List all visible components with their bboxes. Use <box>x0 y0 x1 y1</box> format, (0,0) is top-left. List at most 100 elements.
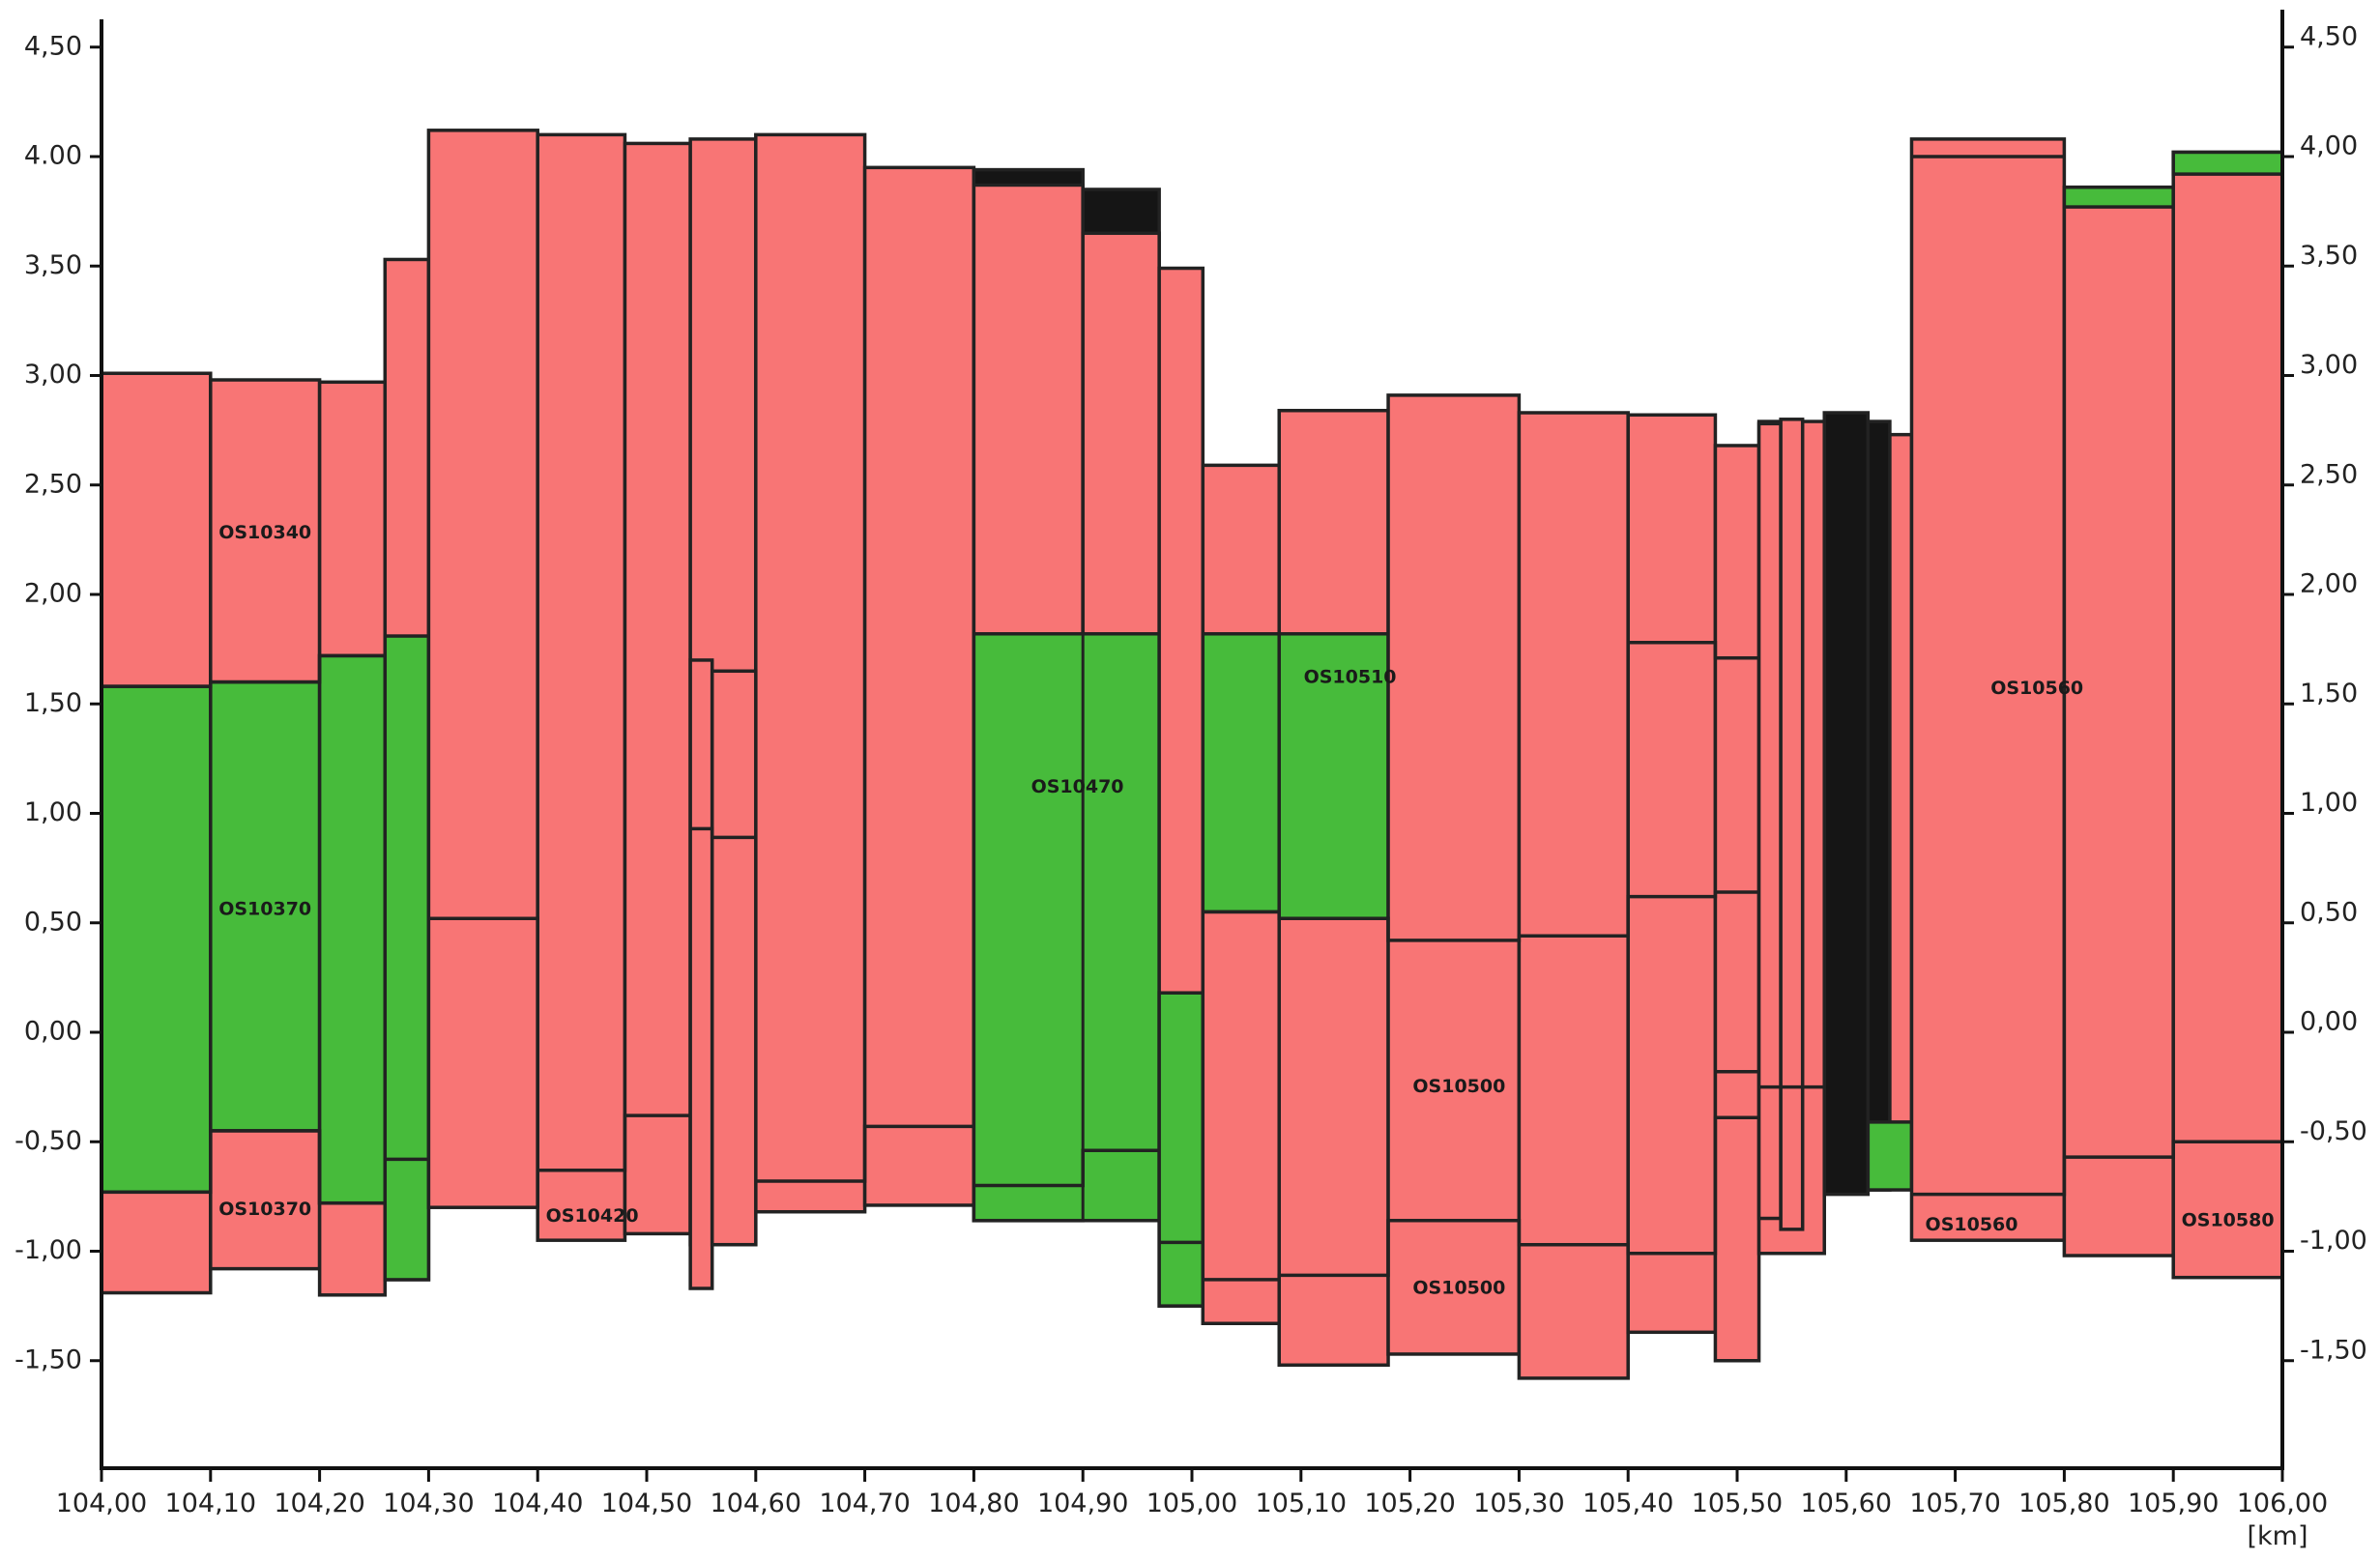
section-bar-10 <box>536 132 627 1242</box>
layer-boundary-12 <box>1203 1115 1759 1282</box>
section-bar-8 <box>383 634 431 1282</box>
segment-label-7: OS10500 <box>1412 1076 1505 1097</box>
x-tick-label-3: 104,20 <box>274 1489 364 1518</box>
section-bar-31 <box>1822 411 1871 1197</box>
y-tick-label-left-12: -1,00 <box>15 1235 82 1265</box>
segment-label-3: OS10370 <box>218 1199 311 1220</box>
outline-layer <box>102 138 2282 1378</box>
x-tick-label-10: 104,90 <box>1037 1489 1128 1518</box>
segment-label-layer: OS10340 OS10370 OS10370 OS10420 OS10470 OS105… <box>218 522 2274 1298</box>
section-bar-37 <box>2062 185 2175 209</box>
section-bar-27 <box>1517 411 1630 1380</box>
y-tick-label-left-6: 2,00 <box>24 579 82 609</box>
segment-layer <box>100 129 2284 1380</box>
y-tick-label-right-2: 4,00 <box>2300 131 2358 161</box>
y-tick-label-left-4: 3,00 <box>24 360 82 390</box>
section-bar-13 <box>754 132 867 1214</box>
segment-label-2: OS10370 <box>218 899 311 920</box>
layer-boundary-10 <box>1628 641 1759 660</box>
y-tick-label-right-9: 0,50 <box>2300 897 2358 927</box>
x-tick-label-15: 105,40 <box>1582 1489 1673 1518</box>
x-tick-label-12: 105,10 <box>1256 1489 1347 1518</box>
y-tick-label-left-3: 3,50 <box>24 250 82 280</box>
section-bar-32 <box>1866 419 1892 1192</box>
y-tick-label-left-2: 4.00 <box>24 141 82 171</box>
narrow-bar-3 <box>1756 421 1783 1221</box>
x-tick-label-14: 105,30 <box>1473 1489 1564 1518</box>
y-tick-label-right-3: 3,50 <box>2300 241 2358 271</box>
section-bar-11 <box>623 141 692 1236</box>
layer-boundary-4 <box>428 916 539 1208</box>
segment-label-8: OS10500 <box>1412 1278 1505 1299</box>
x-tick-label-20: 105,90 <box>2128 1489 2219 1518</box>
segment-label-6: OS10510 <box>1304 667 1397 688</box>
y-tick-label-left-1: 4,50 <box>24 31 82 61</box>
y-tick-label-left-7: 1,50 <box>24 688 82 718</box>
x-tick-label-1: 104,00 <box>56 1489 147 1518</box>
section-bar-23 <box>1201 632 1281 914</box>
layer-boundary-1 <box>102 653 386 688</box>
x-tick-label-13: 105,20 <box>1364 1489 1455 1518</box>
layer-boundary-9 <box>1203 890 1759 942</box>
x-tick-label-16: 105,50 <box>1692 1489 1783 1518</box>
section-bar-19 <box>972 632 1161 1223</box>
layer-boundary-14 <box>1911 1140 2282 1197</box>
x-tick-label-2: 104,10 <box>165 1489 256 1518</box>
segment-label-9: OS10560 <box>1990 678 2083 699</box>
section-bar-35 <box>1909 137 2067 1242</box>
x-tick-label-9: 104,80 <box>928 1489 1019 1518</box>
x-tick-label-21: 106,00 <box>2237 1489 2328 1518</box>
narrow-bar-4 <box>1779 418 1805 1231</box>
section-bar-4 <box>100 684 213 1195</box>
narrow-bar-2 <box>710 669 758 1247</box>
section-bar-21 <box>1157 991 1205 1308</box>
x-tick-label-18: 105,70 <box>1909 1489 2000 1518</box>
section-bar-39 <box>2171 150 2284 176</box>
x-tick-label-8: 104,70 <box>819 1489 910 1518</box>
x-tick-label-5: 104,40 <box>492 1489 583 1518</box>
y-tick-label-right-12: -1,00 <box>2300 1226 2367 1256</box>
x-tick-label-11: 105,00 <box>1146 1489 1237 1518</box>
y-tick-label-right-4: 3,00 <box>2300 350 2358 380</box>
y-tick-label-right-7: 1,50 <box>2300 679 2358 708</box>
segment-label-1: OS10340 <box>218 522 311 543</box>
segment-label-4: OS10420 <box>546 1205 639 1227</box>
x-tick-label-7: 104,60 <box>711 1489 801 1518</box>
y-tick-label-right-8: 1,00 <box>2300 788 2358 818</box>
section-bar-34 <box>1866 1120 1914 1192</box>
y-tick-label-right-5: 2,50 <box>2300 459 2358 489</box>
section-bar-33 <box>1888 432 1914 1188</box>
section-bar-38 <box>2171 150 2284 1280</box>
y-tick-label-left-10: 0,00 <box>24 1017 82 1047</box>
y-tick-label-left-9: 0,50 <box>24 907 82 937</box>
y-tick-label-right-13: -1,50 <box>2300 1335 2367 1365</box>
y-tick-label-left-5: 2,50 <box>24 469 82 499</box>
y-tick-label-right-6: 2,00 <box>2300 569 2358 599</box>
y-tick-label-right-11: -0,50 <box>2300 1116 2367 1146</box>
x-axis-unit-label: [km] <box>2247 1521 2307 1551</box>
axes-layer: 4,50 4,50 4.00 4,00 3,50 3,50 3,00 3,00 2,50 2,50… <box>15 10 2367 1518</box>
x-tick-label-6: 104,50 <box>601 1489 692 1518</box>
narrow-bar-1 <box>688 658 714 1290</box>
layer-boundary-5 <box>537 1113 691 1172</box>
segment-label-10: OS10560 <box>1926 1214 2018 1235</box>
y-tick-label-left-11: -0,50 <box>15 1126 82 1156</box>
segment-label-11: OS10580 <box>2182 1209 2275 1230</box>
section-bar-29 <box>1713 444 1761 1363</box>
layer-boundary-2 <box>102 1129 386 1205</box>
section-bar-9 <box>426 129 539 1209</box>
section-bar-36 <box>2062 185 2175 1257</box>
y-tick-label-right-10: 0,00 <box>2300 1007 2358 1037</box>
section-bar-6 <box>317 653 388 1205</box>
section-bar-26 <box>1386 393 1522 1356</box>
y-tick-label-left-13: -1,50 <box>15 1344 82 1374</box>
section-bar-14 <box>862 165 976 1207</box>
section-bar-28 <box>1626 413 1718 1335</box>
y-tick-label-right-1: 4,50 <box>2300 21 2358 51</box>
x-tick-label-4: 104,30 <box>383 1489 474 1518</box>
y-tick-label-left-8: 1,00 <box>24 797 82 827</box>
x-tick-label-17: 105,60 <box>1801 1489 1892 1518</box>
layer-boundary-6 <box>755 1124 974 1183</box>
